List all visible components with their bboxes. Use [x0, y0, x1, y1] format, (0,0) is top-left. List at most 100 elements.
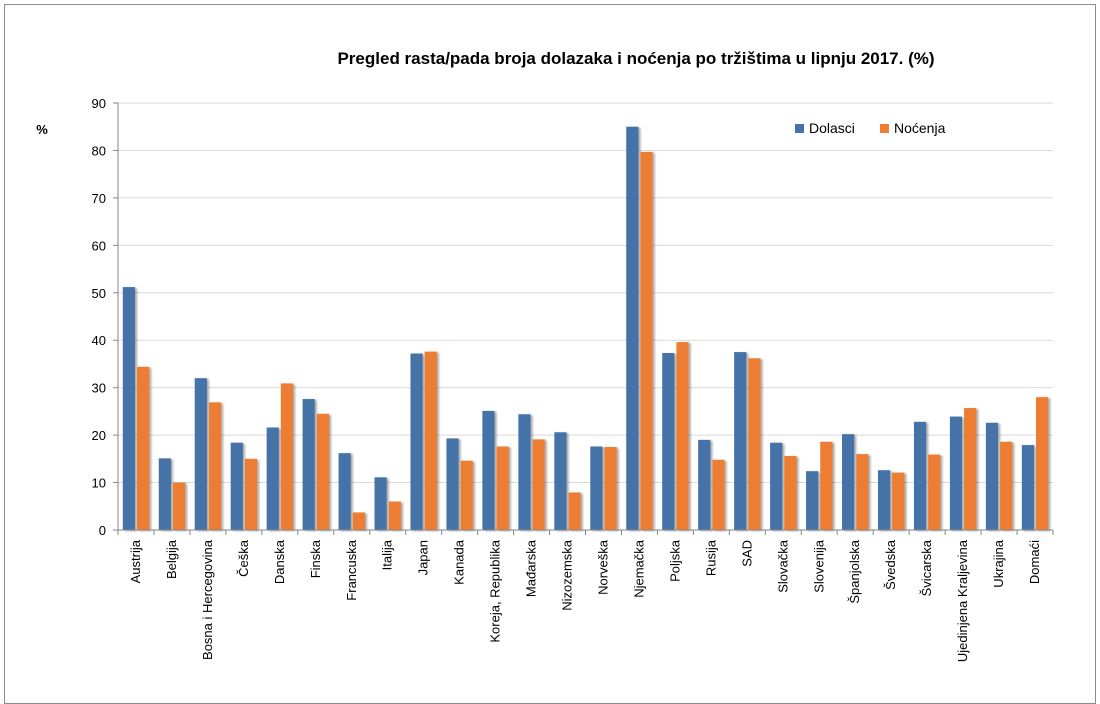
bar-nocenja	[352, 512, 365, 530]
bar-nocenja	[856, 454, 869, 530]
x-tick-label: Norveška	[595, 539, 610, 595]
bar-dolasci	[518, 414, 531, 530]
bar-nocenja	[820, 441, 833, 530]
x-tick-label: Domaći	[1027, 540, 1042, 584]
x-tick-label: Belgija	[164, 539, 179, 579]
bar-nocenja	[892, 472, 905, 530]
legend-label-nocenja: Noćenja	[894, 120, 946, 136]
bar-dolasci	[626, 126, 639, 530]
y-tick-label: 20	[92, 428, 106, 443]
bar-nocenja	[244, 458, 258, 530]
y-tick-label: 0	[99, 523, 106, 538]
bar-dolasci	[842, 434, 855, 530]
y-tick-label: 10	[92, 476, 106, 491]
bar-nocenja	[532, 439, 545, 530]
y-axis-label: %	[36, 122, 48, 137]
bar-dolasci	[122, 287, 135, 530]
bar-nocenja	[424, 351, 437, 530]
bar-dolasci	[590, 446, 603, 530]
x-tick-label: Nizozemska	[560, 539, 575, 611]
x-tick-label: Češka	[236, 539, 251, 577]
bar-dolasci	[554, 432, 567, 530]
bar-dolasci	[194, 378, 207, 530]
bar-dolasci	[877, 470, 891, 530]
x-tick-label: Slovačka	[775, 539, 790, 593]
bar-nocenja	[928, 454, 941, 530]
x-tick-label: Koreja, Republika	[488, 539, 503, 642]
x-tick-label: Švicarska	[919, 539, 934, 596]
x-tick-label: Danska	[272, 539, 287, 584]
bar-nocenja	[1000, 441, 1013, 530]
bar-dolasci	[734, 352, 747, 530]
bar-dolasci	[410, 353, 423, 530]
bars	[122, 126, 1049, 530]
bar-dolasci	[374, 477, 387, 530]
y-tick-label: 40	[92, 333, 106, 348]
x-tick-label: Poljska	[667, 539, 682, 582]
x-tick-label: Slovenija	[811, 539, 826, 593]
y-tick-label: 60	[92, 238, 106, 253]
x-tick-label: Austrija	[128, 539, 143, 583]
bar-nocenja	[136, 366, 150, 530]
bar-nocenja	[208, 402, 222, 530]
y-tick-label: 80	[92, 143, 106, 158]
bar-nocenja	[496, 446, 509, 530]
bar-nocenja	[784, 455, 797, 530]
bar-nocenja	[604, 446, 617, 530]
y-axis-ticks: 0 10 20 30 40 50 60 70 80 90	[92, 96, 118, 538]
bar-dolasci	[446, 438, 459, 530]
x-tick-label: Bosna i Hercegovina	[200, 539, 215, 660]
x-tick-label: SAD	[739, 540, 754, 567]
bar-dolasci	[698, 439, 711, 530]
bar-dolasci	[230, 442, 243, 530]
bar-dolasci	[949, 416, 963, 530]
bar-dolasci	[806, 471, 819, 530]
x-tick-label: Rusija	[703, 539, 718, 576]
x-tick-label: Japan	[416, 540, 431, 575]
bar-nocenja	[316, 413, 329, 530]
bar-dolasci	[482, 410, 495, 530]
bar-nocenja	[712, 459, 725, 530]
x-axis-labels: Austrija Belgija Bosna i Hercegovina Češka D…	[128, 539, 1042, 662]
bar-dolasci	[985, 422, 999, 530]
bar-dolasci	[158, 458, 171, 530]
x-tick-label: Finska	[308, 539, 323, 578]
x-tick-label: Francuska	[344, 539, 359, 600]
y-tick-label: 90	[92, 96, 106, 111]
bar-nocenja	[676, 342, 689, 530]
bar-dolasci	[770, 442, 783, 530]
bar-nocenja	[640, 151, 653, 530]
bar-nocenja	[964, 408, 977, 530]
x-tick-label: Švedska	[883, 539, 898, 590]
x-tick-label: Mađarska	[524, 539, 539, 597]
bar-nocenja	[172, 482, 186, 530]
bar-dolasci	[338, 453, 351, 530]
gridlines	[118, 102, 1053, 484]
axes	[117, 103, 1054, 535]
bar-nocenja	[1036, 397, 1049, 530]
bar-nocenja	[280, 383, 294, 530]
y-tick-label: 30	[92, 381, 106, 396]
y-tick-label: 70	[92, 191, 106, 206]
x-tick-label: Španjolska	[847, 539, 862, 603]
y-tick-label: 50	[92, 286, 106, 301]
chart-title: Pregled rasta/pada broja dolazaka i noće…	[337, 49, 934, 68]
legend-label-dolasci: Dolasci	[809, 120, 855, 136]
x-tick-label: Italija	[380, 539, 395, 570]
legend: Dolasci Noćenja	[795, 120, 946, 136]
x-tick-label: Ujedinjena Kraljevina	[955, 539, 970, 662]
legend-swatch-dolasci	[795, 124, 804, 133]
bar-dolasci	[913, 421, 927, 530]
bar-nocenja	[460, 460, 473, 530]
bar-dolasci	[266, 427, 279, 530]
x-tick-label: Njemačka	[631, 539, 646, 598]
bar-nocenja	[748, 358, 761, 530]
chart-frame	[4, 4, 1096, 704]
bar-dolasci	[662, 353, 675, 530]
bar-dolasci	[1021, 445, 1035, 530]
legend-swatch-nocenja	[880, 124, 889, 133]
bar-dolasci	[302, 399, 315, 530]
x-tick-label: Kanada	[452, 539, 467, 585]
bar-nocenja	[568, 492, 581, 530]
